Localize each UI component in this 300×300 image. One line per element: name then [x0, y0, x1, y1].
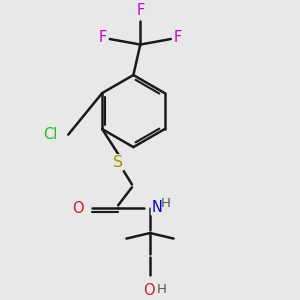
Text: O: O — [72, 201, 83, 216]
Text: H: H — [160, 196, 170, 210]
Text: F: F — [136, 3, 144, 18]
Text: F: F — [98, 30, 106, 45]
Text: N: N — [152, 200, 162, 215]
Text: Cl: Cl — [43, 127, 57, 142]
Text: S: S — [113, 155, 123, 170]
Text: F: F — [174, 30, 182, 45]
Text: H: H — [157, 283, 167, 296]
Text: O: O — [143, 283, 154, 298]
